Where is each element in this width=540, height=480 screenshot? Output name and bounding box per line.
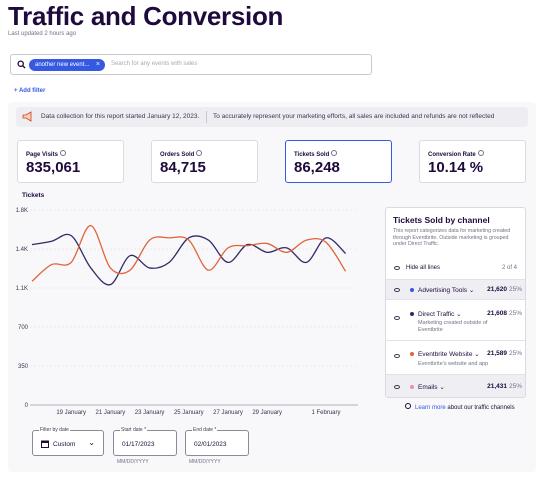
metric-label: Orders Sold [160, 152, 195, 158]
x-tick-label: 27 January [213, 410, 243, 416]
channel-name: Direct Traffic [418, 311, 455, 318]
end-date-input[interactable]: End date * 02/01/2023 [185, 427, 249, 456]
channel-share: 25% [508, 350, 522, 357]
end-label: End date * [192, 427, 218, 433]
calendar-icon [41, 440, 49, 448]
learn-more: Learn more about our traffic channels [405, 403, 515, 411]
last-updated: Last updated 2 hours ago [8, 31, 77, 37]
channel-dot [410, 288, 414, 292]
channel-dot [410, 385, 414, 389]
start-date-input[interactable]: Start date * 01/17/2023 [113, 427, 177, 456]
format-hint: MM/DD/YYYY [189, 459, 221, 465]
metric-label: Conversion Rate [428, 152, 476, 158]
metric-value: 10.14 % [428, 159, 484, 176]
megaphone-icon [22, 111, 32, 122]
channel-description: This report categorizes data for marketi… [393, 228, 511, 247]
x-tick-label: 1 February [311, 410, 340, 416]
channel-name: Eventbrite Website [418, 351, 473, 358]
metric-label: Page Visits [26, 152, 58, 158]
info-banner: Data collection for this report started … [16, 107, 528, 127]
y-tick-label: 350 [18, 364, 29, 370]
channel-dot [410, 352, 414, 356]
format-hint: MM/DD/YYYY [117, 459, 149, 465]
y-axis-title: Tickets [22, 192, 45, 199]
search-placeholder: Search for any events with sales [111, 61, 198, 67]
x-tick-label: 21 January [96, 410, 126, 416]
channel-note: Eventbrite's website and app [418, 361, 489, 367]
channel-count: 2 of 4 [501, 265, 517, 271]
search-icon [17, 60, 26, 69]
metric-value: 86,248 [294, 159, 340, 176]
metric-label: Tickets Sold [294, 152, 330, 158]
series-line [31, 224, 347, 282]
channel-title: Tickets Sold by channel [393, 215, 490, 225]
channel-row[interactable]: Eventbrite Website ⌄ 21,589 25% Eventbri… [386, 340, 525, 374]
y-tick-label: 0 [25, 403, 29, 409]
channel-share: 25% [508, 383, 522, 390]
channel-tickets: 21,608 [487, 310, 507, 317]
y-tick-label: 1.1K [16, 286, 28, 292]
metric-card[interactable]: Orders Sold 84,715 [151, 140, 258, 183]
channel-row[interactable]: Direct Traffic ⌄ 21,608 25% Marketing cr… [386, 299, 525, 340]
channel-share: 25% [508, 310, 522, 317]
event-chip[interactable]: another new event... × [29, 59, 105, 71]
channel-share: 25% [508, 286, 522, 293]
y-tick-label: 700 [18, 325, 29, 331]
date-filter-select[interactable]: Filter by date Custom ⌄ [32, 427, 104, 456]
start-label: Start date * [120, 427, 148, 433]
x-tick-label: 19 January [56, 410, 86, 416]
metric-card[interactable]: Tickets Sold 86,248 [285, 140, 392, 183]
learn-more-link[interactable]: Learn more [415, 405, 446, 411]
end-value: 02/01/2023 [194, 441, 227, 448]
chip-label: another new event... [35, 62, 90, 68]
channel-note: Marketing created outside of Eventbrite [418, 320, 488, 333]
chip-remove[interactable]: × [95, 61, 100, 68]
banner-right: To accurately represent your marketing e… [213, 113, 495, 120]
channel-name: Advertising Tools [418, 287, 468, 294]
channel-panel: Tickets Sold by channel This report cate… [385, 207, 526, 398]
learn-more-text: about our traffic channels [447, 405, 515, 411]
metric-value: 835,061 [26, 159, 81, 176]
filter-value: Custom [53, 441, 76, 448]
hide-all-lines[interactable]: Hide all lines [406, 265, 441, 271]
series-line [31, 233, 347, 286]
y-tick-label: 1.8K [16, 208, 28, 214]
x-tick-label: 29 January [252, 410, 282, 416]
add-filter[interactable]: + Add filter [14, 88, 46, 94]
channel-dot [410, 312, 414, 316]
start-value: 01/17/2023 [122, 441, 155, 448]
channel-name: Emails [418, 384, 438, 391]
channel-tickets: 21,431 [487, 383, 507, 390]
banner-left: Data collection for this report started … [41, 113, 200, 120]
metric-card[interactable]: Conversion Rate 10.14 % [419, 140, 526, 183]
eye-icon[interactable] [394, 266, 400, 270]
channel-tickets: 21,589 [487, 350, 507, 357]
x-tick-label: 23 January [135, 410, 165, 416]
channel-tickets: 21,620 [487, 286, 507, 293]
channel-row[interactable]: Advertising Tools ⌄ 21,620 25% [386, 279, 525, 299]
metric-card[interactable]: Page Visits 835,061 [17, 140, 124, 183]
metric-value: 84,715 [160, 159, 206, 176]
filter-label: Filter by date [39, 427, 70, 433]
y-tick-label: 1.4K [16, 247, 28, 253]
channel-row[interactable]: Emails ⌄ 21,431 25% [386, 374, 525, 397]
x-tick-label: 25 January [174, 410, 204, 416]
line-chart: Tickets 0 350 700 1.1K 1.4K 1.8K 19 January 21 … [16, 192, 358, 416]
search-box[interactable]: another new event... × Search for any eve… [10, 54, 372, 75]
page-title: Traffic and Conversion [8, 1, 284, 31]
